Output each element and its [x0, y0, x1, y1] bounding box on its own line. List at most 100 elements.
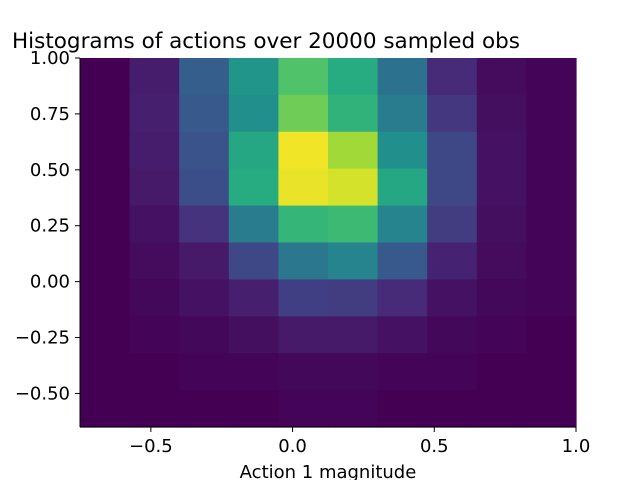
heatmap-cell: [427, 205, 478, 244]
heatmap-cell: [377, 279, 428, 317]
y-tick-label: 0.50: [30, 160, 70, 181]
chart-title: Histograms of actions over 20000 sampled…: [12, 29, 520, 54]
heatmap-cell: [476, 279, 527, 317]
heatmap-cell: [228, 205, 279, 244]
heatmap-cell: [526, 205, 577, 244]
heatmap-cell: [129, 279, 180, 317]
heatmap-cell: [80, 205, 131, 244]
heatmap-cell: [377, 168, 428, 207]
heatmap-cell: [526, 316, 577, 354]
heatmap-cell: [179, 390, 230, 428]
heatmap-cell: [328, 94, 379, 133]
heatmap-cell: [526, 242, 577, 280]
heatmap-cell: [179, 205, 230, 244]
heatmap-cell: [476, 242, 527, 280]
heatmap-cell: [80, 242, 131, 280]
heatmap-cell: [80, 316, 131, 354]
heatmap-cell: [377, 205, 428, 244]
heatmap-cell: [278, 279, 329, 317]
heatmap-cell: [278, 390, 329, 428]
heatmap-cell: [526, 131, 577, 170]
heatmap-cell: [179, 94, 230, 133]
heatmap-cell: [129, 168, 180, 207]
heatmap-cell: [129, 390, 180, 428]
heatmap-cell: [228, 94, 279, 133]
heatmap-cell: [179, 279, 230, 317]
heatmap-cell: [328, 205, 379, 244]
heatmap-cell: [228, 242, 279, 280]
heatmap-cell: [228, 131, 279, 170]
heatmap-cells: [80, 58, 577, 428]
heatmap-cell: [427, 168, 478, 207]
heatmap-cell: [80, 94, 131, 133]
heatmap-cell: [427, 242, 478, 280]
heatmap-cell: [80, 390, 131, 428]
heatmap-cell: [129, 353, 180, 391]
x-tick-label: 0.0: [278, 436, 307, 457]
heatmap-cell: [476, 390, 527, 428]
heatmap-cell: [328, 279, 379, 317]
heatmap-cell: [228, 58, 279, 96]
heatmap-cell: [427, 390, 478, 428]
heatmap-cell: [526, 168, 577, 207]
x-tick-label: 0.5: [420, 436, 449, 457]
heatmap-cell: [377, 316, 428, 354]
heatmap-cell: [377, 94, 428, 133]
heatmap-cell: [278, 205, 329, 244]
heatmap-cell: [129, 131, 180, 170]
heatmap-cell: [278, 316, 329, 354]
heatmap-cell: [129, 242, 180, 280]
heatmap-cell: [377, 131, 428, 170]
heatmap-cell: [179, 242, 230, 280]
heatmap-cell: [427, 316, 478, 354]
y-tick-label: −0.25: [15, 328, 70, 349]
heatmap-cell: [179, 131, 230, 170]
heatmap-cell: [377, 390, 428, 428]
heatmap-cell: [328, 242, 379, 280]
heatmap-cell: [427, 58, 478, 96]
heatmap-cell: [427, 131, 478, 170]
heatmap-cell: [476, 58, 527, 96]
heatmap-cell: [228, 279, 279, 317]
y-tick-label: 0.00: [30, 272, 70, 293]
heatmap-cell: [129, 316, 180, 354]
heatmap-cell: [328, 353, 379, 391]
heatmap-cell: [179, 353, 230, 391]
heatmap-cell: [278, 131, 329, 170]
heatmap-cell: [476, 94, 527, 133]
heatmap-cell: [476, 168, 527, 207]
heatmap-cell: [328, 390, 379, 428]
heatmap-cell: [129, 205, 180, 244]
heatmap-cell: [377, 242, 428, 280]
heatmap-cell: [526, 58, 577, 96]
y-tick-label: 1.00: [30, 48, 70, 69]
heatmap-cell: [129, 58, 180, 96]
heatmap-cell: [278, 242, 329, 280]
heatmap-cell: [377, 353, 428, 391]
heatmap-cell: [328, 58, 379, 96]
heatmap-cell: [80, 168, 131, 207]
y-tick-label: 0.25: [30, 216, 70, 237]
heatmap-cell: [526, 279, 577, 317]
y-tick-label: 0.75: [30, 104, 70, 125]
heatmap-cell: [179, 316, 230, 354]
heatmap-cell: [526, 353, 577, 391]
heatmap-cell: [278, 58, 329, 96]
heatmap-cell: [278, 168, 329, 207]
heatmap-cell: [427, 279, 478, 317]
heatmap-cell: [278, 353, 329, 391]
heatmap-cell: [129, 94, 180, 133]
heatmap-cell: [526, 390, 577, 428]
heatmap-cell: [228, 316, 279, 354]
heatmap-cell: [476, 205, 527, 244]
heatmap-cell: [80, 131, 131, 170]
heatmap-cell: [328, 316, 379, 354]
x-axis-label: Action 1 magnitude: [240, 462, 417, 480]
x-axis: −0.5 0.0 0.5 1.0: [80, 426, 590, 457]
heatmap-cell: [476, 353, 527, 391]
heatmap-cell: [80, 279, 131, 317]
heatmap-cell: [427, 94, 478, 133]
heatmap-cell: [228, 168, 279, 207]
heatmap-cell: [526, 94, 577, 133]
